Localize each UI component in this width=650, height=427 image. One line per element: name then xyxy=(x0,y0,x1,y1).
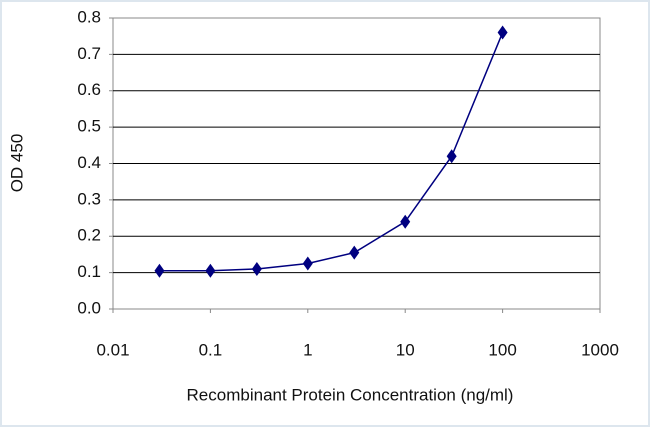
y-tick-label: 0.2 xyxy=(77,226,101,245)
data-point xyxy=(205,263,216,278)
data-point xyxy=(400,214,411,229)
x-tick-label: 1000 xyxy=(581,340,619,359)
data-point xyxy=(349,245,360,260)
x-tick-label: 10 xyxy=(396,340,415,359)
data-line xyxy=(159,32,504,272)
y-tick-label: 0.7 xyxy=(77,44,101,63)
x-tick-label: 0.1 xyxy=(199,340,223,359)
data-point xyxy=(251,261,262,276)
data-point xyxy=(446,149,457,164)
y-tick-label: 0.5 xyxy=(77,117,101,136)
data-point xyxy=(497,25,508,40)
data-point xyxy=(154,263,165,278)
y-axis-label: OD 450 xyxy=(7,134,26,193)
y-tick-label: 0.4 xyxy=(77,153,101,172)
y-tick-label: 0.8 xyxy=(77,7,101,26)
y-tick-label: 0.0 xyxy=(77,298,101,317)
data-point xyxy=(302,256,313,271)
x-axis-label: Recombinant Protein Concentration (ng/ml… xyxy=(187,385,514,404)
x-tick-label: 100 xyxy=(488,340,516,359)
x-tick-label: 1 xyxy=(303,340,312,359)
y-tick-label: 0.1 xyxy=(77,262,101,281)
x-tick-label: 0.01 xyxy=(96,340,129,359)
y-tick-label: 0.3 xyxy=(77,189,101,208)
y-tick-label: 0.6 xyxy=(77,80,101,99)
